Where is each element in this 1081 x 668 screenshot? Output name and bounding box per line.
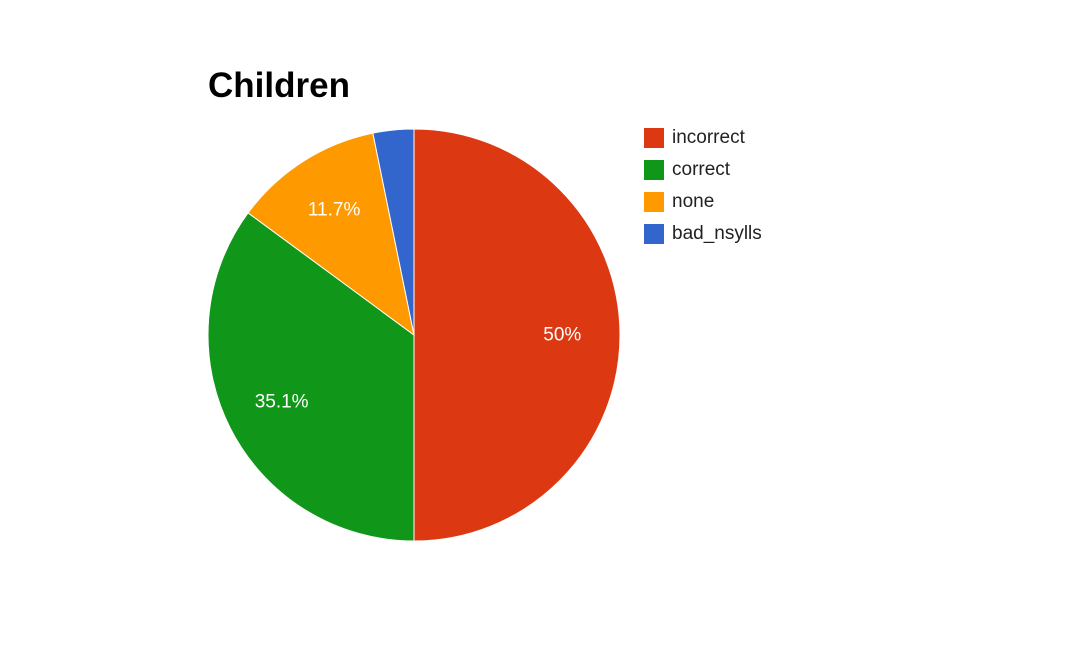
chart-title: Children bbox=[208, 66, 350, 105]
legend-item-correct[interactable]: correct bbox=[644, 160, 762, 180]
legend-label-incorrect: incorrect bbox=[672, 127, 745, 148]
legend-label-none: none bbox=[672, 191, 715, 212]
legend-label-bad-nsylls: bad_nsylls bbox=[672, 223, 762, 244]
pie-slice-none[interactable] bbox=[247, 132, 415, 337]
legend-swatch-correct bbox=[644, 160, 664, 180]
legend-item-incorrect[interactable]: incorrect bbox=[644, 128, 762, 148]
legend-item-bad-nsylls[interactable]: bad_nsylls bbox=[644, 224, 762, 244]
slice-label-correct: 35.1% bbox=[255, 391, 309, 412]
legend-swatch-incorrect bbox=[644, 128, 664, 148]
slice-label-none: 11.7% bbox=[308, 200, 361, 221]
legend: incorrect correct none bad_nsylls bbox=[644, 128, 762, 256]
legend-swatch-none bbox=[644, 192, 664, 212]
slice-label-incorrect: 50% bbox=[543, 325, 581, 346]
pie-slice-correct[interactable] bbox=[207, 212, 415, 542]
legend-item-none[interactable]: none bbox=[644, 192, 762, 212]
pie-slice-incorrect[interactable] bbox=[413, 128, 621, 542]
legend-swatch-bad-nsylls bbox=[644, 224, 664, 244]
pie-slice-bad-nsylls[interactable] bbox=[372, 128, 415, 336]
legend-label-correct: correct bbox=[672, 159, 731, 180]
